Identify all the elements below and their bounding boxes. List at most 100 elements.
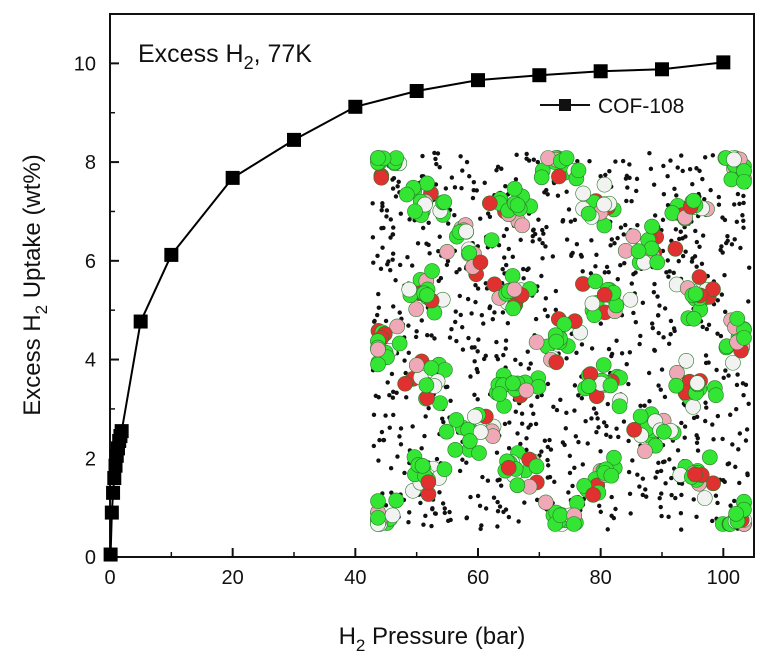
h2-molecule-dot xyxy=(726,373,731,378)
h2-molecule-dot xyxy=(604,264,610,270)
h2-molecule-dot xyxy=(531,157,536,162)
h2-molecule-dot xyxy=(434,456,440,462)
h2-molecule-dot xyxy=(524,156,529,161)
h2-molecule-dot xyxy=(443,186,449,191)
h2-molecule-dot xyxy=(483,506,489,511)
h2-molecule-dot xyxy=(690,181,695,187)
h2-molecule-dot xyxy=(539,273,544,279)
h2-molecule-dot xyxy=(723,309,728,314)
h2-molecule-dot xyxy=(609,353,614,359)
h2-molecule-dot xyxy=(699,261,705,266)
data-point xyxy=(471,73,485,88)
framework-atom xyxy=(611,398,628,415)
h2-molecule-dot xyxy=(495,524,500,529)
h2-molecule-dot xyxy=(522,500,527,505)
h2-molecule-dot xyxy=(740,381,746,386)
h2-molecule-dot xyxy=(734,382,740,388)
h2-molecule-dot xyxy=(673,227,679,232)
h2-molecule-dot xyxy=(615,235,620,241)
h2-molecule-dot xyxy=(437,234,442,239)
h2-molecule-dot xyxy=(629,199,634,204)
h2-molecule-dot xyxy=(732,498,737,504)
h2-molecule-dot xyxy=(457,468,463,474)
h2-molecule-dot xyxy=(473,299,478,305)
h2-molecule-dot xyxy=(505,320,511,326)
h2-molecule-dot xyxy=(627,162,632,167)
h2-molecule-dot xyxy=(710,153,716,158)
h2-molecule-dot xyxy=(700,233,706,238)
h2-molecule-dot xyxy=(521,266,526,272)
h2-molecule-dot xyxy=(454,338,459,344)
h2-molecule-dot xyxy=(623,176,629,181)
h2-molecule-dot xyxy=(583,419,588,424)
h2-molecule-dot xyxy=(437,490,442,495)
h2-molecule-dot xyxy=(741,200,746,206)
framework-atom xyxy=(408,301,424,318)
h2-molecule-dot xyxy=(564,410,569,416)
h2-molecule-dot xyxy=(471,188,476,193)
h2-molecule-dot xyxy=(551,404,556,410)
h2-molecule-dot xyxy=(624,362,629,367)
h2-molecule-dot xyxy=(403,370,408,376)
framework-atom xyxy=(518,382,535,399)
h2-molecule-dot xyxy=(438,275,444,281)
h2-molecule-dot xyxy=(419,446,424,451)
h2-molecule-dot xyxy=(460,325,465,330)
h2-molecule-dot xyxy=(380,245,385,250)
h2-molecule-dot xyxy=(547,437,552,443)
h2-molecule-dot xyxy=(638,333,643,339)
h2-molecule-dot xyxy=(643,487,648,492)
x-tick-label: 60 xyxy=(467,567,489,589)
h2-molecule-dot xyxy=(554,407,560,413)
h2-molecule-dot xyxy=(609,494,614,500)
h2-molecule-dot xyxy=(385,380,390,385)
h2-molecule-dot xyxy=(718,333,724,339)
h2-molecule-dot xyxy=(634,188,639,194)
h2-molecule-dot xyxy=(722,479,727,485)
h2-molecule-dot xyxy=(515,431,520,436)
h2-molecule-dot xyxy=(468,374,473,379)
h2-molecule-dot xyxy=(442,506,447,511)
data-point xyxy=(107,471,122,486)
h2-molecule-dot xyxy=(732,237,737,242)
h2-molecule-dot xyxy=(530,233,535,239)
h2-molecule-dot xyxy=(521,276,526,281)
h2-molecule-dot xyxy=(710,518,715,524)
framework-atom xyxy=(388,492,405,509)
h2-molecule-dot xyxy=(478,216,483,221)
h2-molecule-dot xyxy=(500,266,505,272)
h2-molecule-dot xyxy=(694,514,699,519)
h2-molecule-dot xyxy=(518,441,523,447)
h2-molecule-dot xyxy=(397,310,402,315)
h2-molecule-dot xyxy=(614,426,619,431)
framework-atom xyxy=(420,474,437,490)
framework-atom xyxy=(685,399,701,415)
framework-atom xyxy=(462,433,478,449)
h2-molecule-dot xyxy=(524,436,529,441)
h2-molecule-dot xyxy=(598,449,603,454)
y-tick-label: 2 xyxy=(85,448,96,470)
h2-molecule-dot xyxy=(691,415,697,421)
h2-molecule-dot xyxy=(606,346,612,352)
y-tick-label: 8 xyxy=(85,152,96,174)
h2-molecule-dot xyxy=(744,427,750,432)
framework-atom xyxy=(726,151,742,168)
framework-atom xyxy=(643,240,660,257)
h2-molecule-dot xyxy=(675,165,680,170)
h2-molecule-dot xyxy=(415,241,421,246)
h2-molecule-dot xyxy=(566,207,572,212)
framework-atom xyxy=(483,232,500,248)
y-tick-label: 6 xyxy=(85,251,96,273)
h2-molecule-dot xyxy=(594,252,599,257)
h2-molecule-dot xyxy=(680,168,685,174)
h2-molecule-dot xyxy=(679,153,684,158)
h2-molecule-dot xyxy=(614,338,619,343)
h2-molecule-dot xyxy=(618,262,623,268)
h2-molecule-dot xyxy=(661,335,666,340)
h2-molecule-dot xyxy=(626,469,632,475)
h2-molecule-dot xyxy=(738,245,743,251)
h2-molecule-dot xyxy=(666,514,671,520)
h2-molecule-dot xyxy=(445,384,450,390)
framework-atom xyxy=(685,192,702,209)
framework-atom xyxy=(687,286,704,302)
